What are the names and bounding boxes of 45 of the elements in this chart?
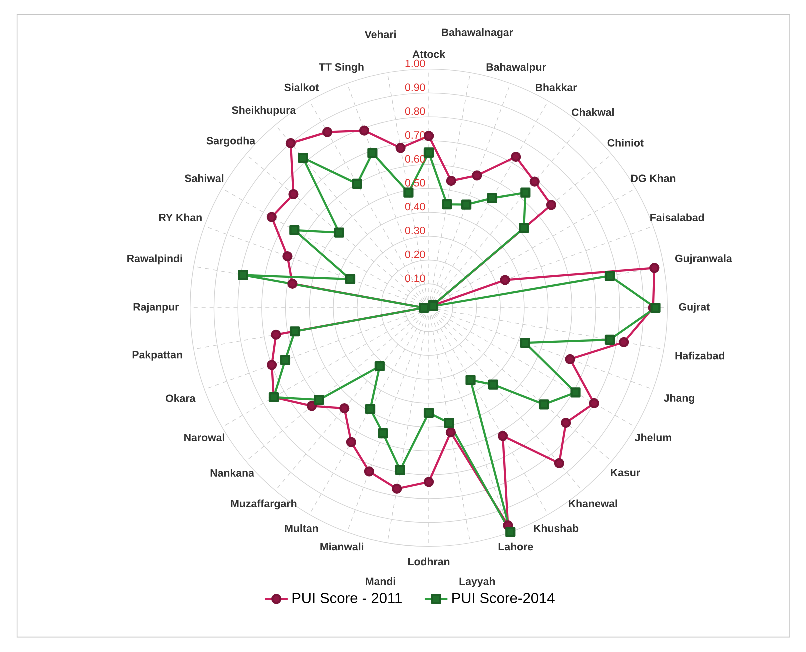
- spoke-label: Bhakkar: [536, 84, 578, 92]
- spoke-label: Lodhran: [408, 558, 450, 566]
- spoke-label: Mandi: [366, 578, 396, 586]
- y-tick-label: 0.10: [405, 274, 426, 282]
- y-tick-label: 0.20: [405, 250, 426, 258]
- y-tick-label: 0.40: [405, 203, 426, 211]
- spoke-label: Multan: [285, 524, 318, 532]
- spoke-label: Vehari: [364, 30, 396, 38]
- y-tick-label: 0.30: [405, 226, 426, 235]
- spoke-label: Khanewal: [569, 500, 618, 508]
- spoke-label: Gujranwala: [675, 254, 732, 265]
- spoke-label: Layyah: [460, 578, 496, 588]
- legend-label: PUI Score-2014: [452, 593, 555, 604]
- spoke-label: TT Singh: [319, 63, 364, 74]
- spoke-label: Muzaffargarh: [231, 500, 297, 510]
- spoke-label: Bahawalpur: [486, 63, 546, 74]
- spoke-label: Sahiwal: [185, 174, 224, 182]
- spoke-label: Sheikhupura: [232, 106, 296, 116]
- spoke-label: Mianwali: [320, 542, 364, 551]
- spoke-label: Hafizabad: [676, 352, 725, 360]
- y-tick-label: 0.90: [405, 84, 426, 92]
- spoke-label: RY Khan: [159, 214, 202, 222]
- spoke-label: DG Khan: [631, 174, 676, 182]
- spoke-label: Lahore: [498, 542, 534, 551]
- spoke-label: Rajanpur: [134, 303, 180, 313]
- spoke-label: Okara: [166, 394, 196, 402]
- spoke-label: Bahawalnagar: [442, 28, 514, 38]
- spoke-label: Gujrat: [679, 303, 710, 313]
- spoke-label: Jhang: [664, 394, 694, 404]
- spoke-label: Nankana: [210, 469, 255, 477]
- spoke-label: Narowal: [184, 434, 224, 442]
- spoke-label: Sialkot: [284, 84, 320, 92]
- y-tick-label: 0.80: [405, 108, 426, 116]
- spoke-label: Rawalpindi: [128, 254, 182, 265]
- spoke-label: Pakpattan: [132, 350, 182, 361]
- spoke-label: Faisalabad: [650, 214, 704, 222]
- spoke-label: Attock: [412, 50, 446, 58]
- spoke-label: Sargodha: [206, 136, 256, 147]
- legend-label: PUI Score - 2011: [292, 593, 402, 604]
- spoke-label: Jhelum: [635, 434, 672, 442]
- y-tick-label: 1.00: [406, 60, 426, 68]
- spoke-label: Khushab: [534, 524, 579, 532]
- spoke-label: Chakwal: [572, 108, 614, 116]
- spoke-label: Kasur: [611, 469, 640, 477]
- spoke-label: Chiniot: [608, 139, 644, 147]
